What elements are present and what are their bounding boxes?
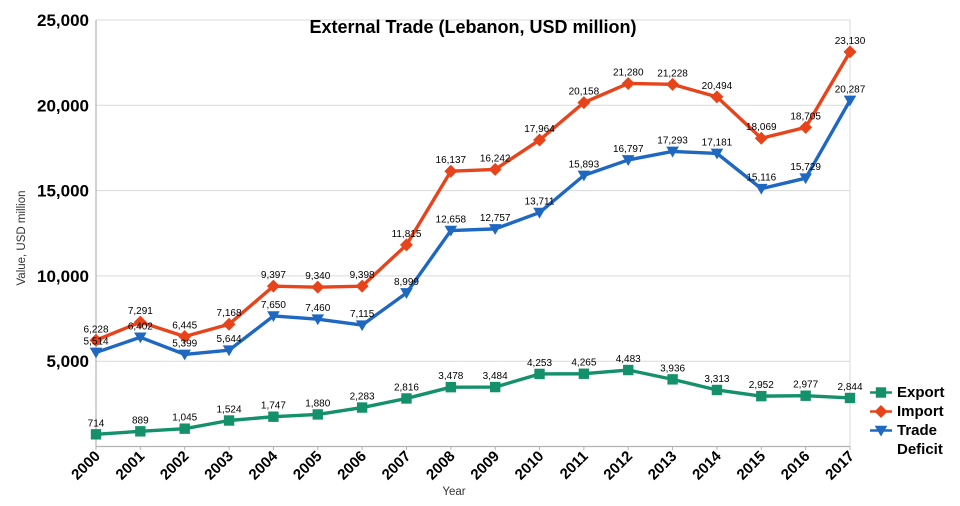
svg-text:12,757: 12,757 [480,213,511,224]
legend-item-trade-deficit[interactable]: Trade Deficit [869,421,959,459]
svg-text:1,880: 1,880 [305,398,330,409]
svg-text:9,340: 9,340 [305,271,330,282]
svg-text:4,253: 4,253 [527,358,552,369]
svg-text:12,658: 12,658 [436,215,467,226]
svg-text:9,398: 9,398 [350,270,375,281]
export-square-marker-icon [870,387,892,398]
svg-text:2006: 2006 [334,448,370,484]
svg-text:2010: 2010 [512,448,548,484]
svg-text:20,494: 20,494 [702,81,733,92]
svg-text:18,705: 18,705 [790,111,821,122]
svg-text:5,644: 5,644 [217,334,242,345]
legend-item-export[interactable]: Export [869,383,959,402]
svg-text:5,000: 5,000 [46,352,89,371]
svg-text:2,283: 2,283 [350,392,375,403]
svg-text:2003: 2003 [201,448,237,484]
trade-deficit-triangle-marker-icon [870,425,892,437]
svg-text:4,265: 4,265 [571,358,596,369]
svg-text:2016: 2016 [778,448,814,484]
legend-item-import[interactable]: Import [869,402,959,421]
svg-text:7,168: 7,168 [217,308,242,319]
x-axis-title: Year [442,486,466,498]
svg-text:7,460: 7,460 [305,303,330,314]
svg-text:15,116: 15,116 [746,173,776,184]
svg-text:15,729: 15,729 [790,162,821,173]
y-axis-title: Value, USD million [16,190,28,286]
svg-text:11,815: 11,815 [392,229,422,240]
svg-text:2001: 2001 [113,448,149,484]
svg-text:7,650: 7,650 [261,300,286,311]
svg-text:2,816: 2,816 [394,382,419,393]
svg-text:2000: 2000 [68,448,104,484]
svg-text:17,964: 17,964 [524,124,555,135]
svg-text:2013: 2013 [645,448,681,484]
legend-label-import: Import [897,403,944,420]
svg-text:9,397: 9,397 [261,270,286,281]
legend-label-trade-deficit: Trade Deficit [897,422,943,458]
svg-text:6,445: 6,445 [172,321,197,332]
svg-text:1,747: 1,747 [261,401,286,412]
svg-text:2011: 2011 [557,448,592,483]
svg-text:3,484: 3,484 [483,371,508,382]
svg-text:2,952: 2,952 [749,380,774,391]
legend: Export Import Trade Deficit [869,383,959,459]
svg-text:714: 714 [88,418,105,429]
svg-text:21,280: 21,280 [613,67,644,78]
svg-text:5,514: 5,514 [83,336,108,347]
svg-text:6,402: 6,402 [128,321,153,332]
svg-text:1,524: 1,524 [217,405,242,416]
svg-text:2015: 2015 [734,448,770,484]
import-diamond-marker-icon [870,405,892,418]
svg-text:21,228: 21,228 [657,68,688,79]
svg-text:15,893: 15,893 [569,159,600,170]
svg-text:20,287: 20,287 [835,84,866,95]
svg-text:8,999: 8,999 [394,277,419,288]
svg-text:2008: 2008 [423,448,459,484]
svg-text:25,000: 25,000 [37,11,89,30]
svg-text:16,797: 16,797 [613,144,644,155]
svg-text:2014: 2014 [689,447,725,483]
svg-text:2004: 2004 [246,447,282,483]
svg-text:18,069: 18,069 [746,122,777,133]
svg-text:2012: 2012 [600,448,636,484]
svg-text:15,000: 15,000 [37,182,89,201]
svg-text:17,181: 17,181 [702,137,733,148]
svg-text:2017: 2017 [822,448,858,484]
svg-text:2005: 2005 [290,448,326,484]
svg-text:2002: 2002 [157,448,193,484]
svg-text:7,291: 7,291 [128,306,153,317]
svg-text:4,483: 4,483 [616,354,641,365]
svg-text:13,711: 13,711 [525,197,555,208]
svg-text:3,478: 3,478 [438,371,463,382]
svg-text:23,130: 23,130 [835,36,866,47]
svg-text:7,115: 7,115 [350,309,375,320]
svg-text:10,000: 10,000 [37,267,89,286]
svg-text:5,399: 5,399 [172,338,197,349]
svg-text:6,228: 6,228 [83,324,108,335]
svg-text:2,844: 2,844 [837,382,862,393]
svg-text:3,936: 3,936 [660,363,685,374]
svg-text:1,045: 1,045 [172,413,197,424]
svg-text:17,293: 17,293 [657,135,688,146]
svg-text:16,242: 16,242 [480,153,511,164]
legend-label-export: Export [897,384,945,401]
svg-text:2007: 2007 [379,448,415,484]
svg-text:20,000: 20,000 [37,96,89,115]
chart-title: External Trade (Lebanon, USD million) [309,17,637,37]
svg-text:16,137: 16,137 [436,155,467,166]
svg-text:20,158: 20,158 [569,87,600,98]
svg-text:2,977: 2,977 [793,380,818,391]
svg-text:889: 889 [132,415,149,426]
svg-text:3,313: 3,313 [704,374,729,385]
svg-text:2009: 2009 [467,448,503,484]
